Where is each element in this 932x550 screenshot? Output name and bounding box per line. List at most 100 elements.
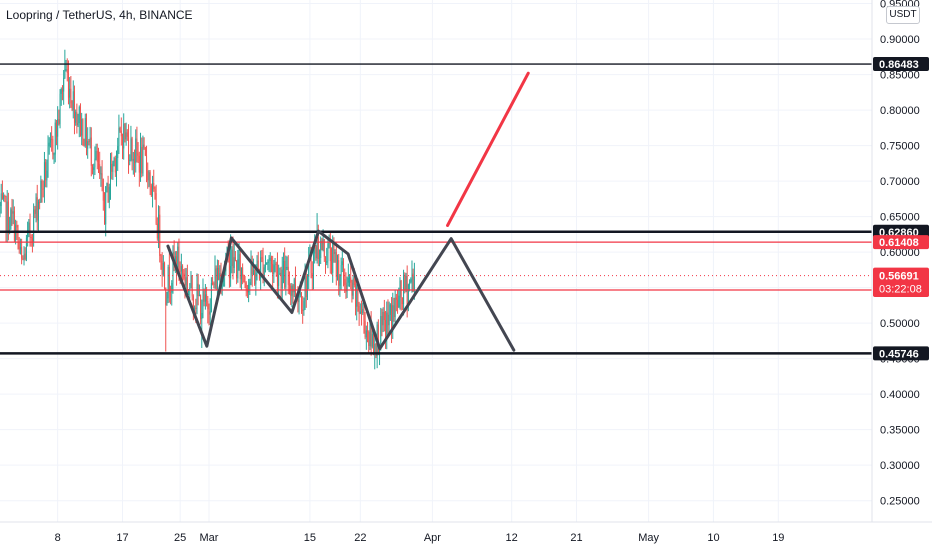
y-tick-label: 0.80000 — [880, 105, 920, 117]
currency-button[interactable]: USDT — [886, 6, 920, 24]
candle-body — [310, 257, 312, 274]
candle-body — [213, 283, 215, 285]
candle-body — [162, 263, 164, 275]
candle-body — [172, 252, 174, 283]
candle-body — [135, 138, 137, 163]
candle-body — [207, 300, 209, 310]
candle-body — [317, 237, 319, 260]
candle-body — [132, 159, 134, 161]
candle-body — [299, 292, 301, 296]
candle-body — [195, 307, 197, 309]
candle-body — [236, 260, 238, 279]
candle-body — [141, 146, 143, 174]
candle-body — [73, 91, 75, 123]
candle-body — [343, 261, 345, 280]
candle-body — [407, 284, 409, 305]
candle-body — [25, 237, 27, 260]
candle-body — [204, 294, 206, 302]
candle-body — [321, 240, 323, 251]
candle-body — [108, 186, 110, 203]
candle-body — [203, 291, 205, 302]
candle-body — [377, 324, 379, 355]
candle-body — [369, 321, 371, 346]
candle-body — [261, 257, 263, 259]
candle-body — [13, 211, 15, 241]
candle-body — [76, 112, 78, 126]
candle-body — [405, 275, 407, 291]
candle-body — [79, 106, 81, 136]
candle-body — [90, 137, 92, 166]
candle-body — [374, 344, 376, 353]
y-tick-label: 0.35000 — [880, 425, 920, 437]
candle-body — [161, 260, 163, 275]
candle-body — [397, 299, 399, 308]
candle-body — [274, 263, 276, 266]
x-tick-label: 12 — [506, 532, 518, 544]
candle-body — [5, 196, 7, 233]
candle-body — [158, 214, 160, 239]
candle-body — [385, 320, 387, 339]
candle-body — [278, 274, 280, 287]
x-tick-label: Apr — [424, 532, 441, 544]
candle-body — [291, 285, 293, 296]
candle-body — [279, 272, 281, 275]
y-tick-label: 0.65000 — [880, 212, 920, 224]
candle-body — [189, 288, 191, 290]
candle-body — [34, 209, 36, 214]
candle-body — [387, 312, 389, 326]
y-tick-label: 0.95000 — [880, 0, 920, 11]
candle-body — [120, 130, 122, 137]
candle-body — [234, 257, 236, 261]
candle-body — [216, 267, 218, 289]
candle-body — [208, 309, 210, 315]
candle-body — [99, 164, 101, 175]
candle-body — [148, 172, 150, 181]
y-tick-label: 0.50000 — [880, 318, 920, 330]
candle-body — [81, 119, 83, 136]
price-tag-label: 0.61408 — [879, 237, 919, 249]
x-tick-label: 25 — [174, 532, 186, 544]
candle-body — [150, 185, 152, 196]
candle-body — [393, 305, 395, 318]
candle-body — [106, 183, 108, 187]
candle-body — [260, 257, 262, 279]
trend-line — [446, 71, 530, 227]
candle-body — [404, 275, 406, 291]
candle-body — [379, 348, 381, 355]
candle-body — [110, 163, 112, 187]
candle-body — [125, 132, 127, 140]
candle-body — [75, 112, 77, 123]
candle-body — [245, 282, 247, 290]
candle-body — [264, 264, 266, 268]
candle-body — [82, 119, 84, 146]
candle-body — [155, 193, 157, 224]
candle-body — [306, 276, 308, 298]
candle-body — [63, 77, 65, 92]
candle-body — [305, 276, 307, 298]
candle-body — [178, 246, 180, 271]
candle-body — [276, 264, 278, 287]
candle-body — [202, 291, 204, 314]
candle-body — [55, 122, 57, 137]
candle-body — [209, 311, 211, 315]
candle-body — [85, 118, 87, 149]
candle-body — [39, 201, 41, 203]
countdown-label: 03:22:08 — [879, 284, 922, 296]
candle-body — [3, 195, 5, 199]
x-tick-label: 22 — [354, 532, 366, 544]
candle-body — [28, 222, 30, 231]
candle-body — [17, 227, 19, 243]
candle-body — [251, 261, 253, 275]
candle-body — [410, 279, 412, 283]
candle-body — [10, 209, 12, 230]
candle-body — [43, 162, 45, 189]
candle-body — [160, 255, 162, 261]
candle-body — [326, 261, 328, 263]
x-tick-label: 17 — [116, 532, 128, 544]
candle-body — [67, 73, 69, 98]
candle-body — [249, 282, 251, 285]
candle-body — [201, 313, 203, 320]
candle-body — [19, 247, 21, 250]
